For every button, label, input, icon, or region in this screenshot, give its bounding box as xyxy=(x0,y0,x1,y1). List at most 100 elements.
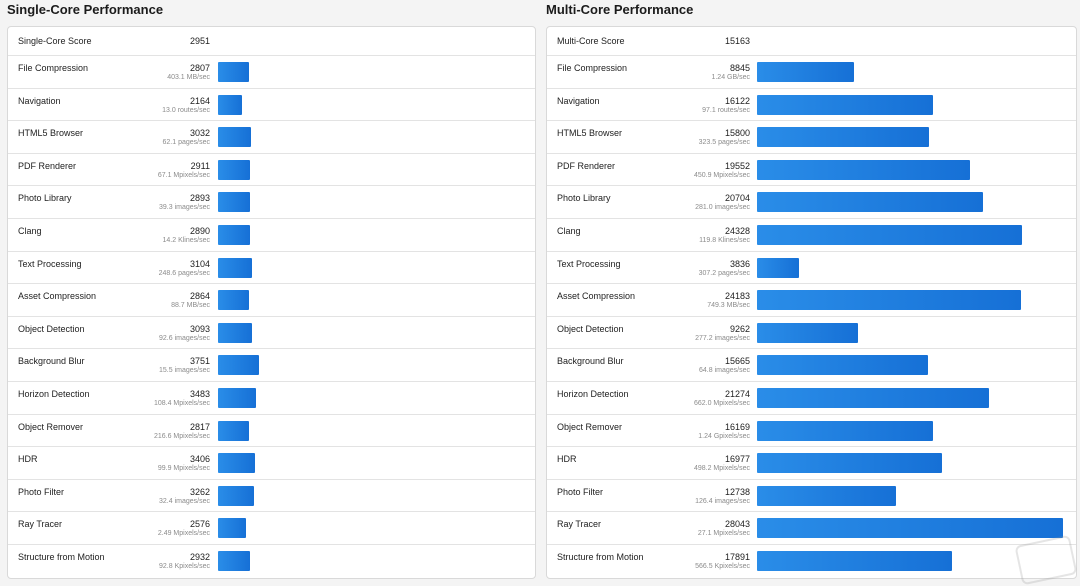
score-bar xyxy=(218,94,242,115)
test-name: Navigation xyxy=(557,95,600,106)
score-bar xyxy=(757,420,934,441)
test-score: 3262 xyxy=(189,486,210,497)
single-core-score-label: Single-Core Score xyxy=(18,36,92,46)
test-name: HDR xyxy=(557,454,577,465)
multi-test-row: PDF Renderer 19552 450.9 Mpixels/sec xyxy=(547,154,1076,187)
score-bar xyxy=(757,224,1023,245)
test-score: 2932 xyxy=(189,551,210,562)
test-score: 3406 xyxy=(189,454,210,465)
test-rate: 566.5 Kpixels/sec xyxy=(695,562,750,570)
score-bar xyxy=(757,550,953,571)
single-test-row: Horizon Detection 3483 108.4 Mpixels/sec xyxy=(8,382,535,415)
test-score: 2893 xyxy=(189,193,210,204)
test-score: 2807 xyxy=(189,63,210,73)
score-bar xyxy=(218,453,256,474)
test-score: 19552 xyxy=(724,160,750,171)
test-rate: 498.2 Mpixels/sec xyxy=(693,465,750,473)
test-name: Structure from Motion xyxy=(557,551,644,562)
test-score: 21274 xyxy=(724,388,750,399)
multi-core-score-value: 15163 xyxy=(724,36,750,46)
score-bar xyxy=(757,387,990,408)
test-score: 3093 xyxy=(189,323,210,334)
multi-test-row: Text Processing 3836 307.2 pages/sec xyxy=(547,252,1076,285)
test-rate: 14.2 Klines/sec xyxy=(162,236,210,244)
test-rate: 281.0 images/sec xyxy=(695,204,750,212)
single-test-row: Structure from Motion 2932 92.8 Kpixels/se… xyxy=(8,545,535,578)
test-name: Object Remover xyxy=(557,421,623,432)
test-rate: 277.2 images/sec xyxy=(695,334,750,342)
test-name: Text Processing xyxy=(18,258,82,269)
test-rate: 32.4 images/sec xyxy=(159,497,210,505)
multi-core-score-row: Multi-Core Score 15163 xyxy=(547,27,1076,56)
test-name: PDF Renderer xyxy=(18,160,77,171)
test-score: 3104 xyxy=(189,258,210,269)
test-score: 2164 xyxy=(189,95,210,106)
single-test-row: Clang 2890 14.2 Klines/sec xyxy=(8,219,535,252)
score-bar xyxy=(218,127,252,148)
single-test-row: Object Detection 3093 92.6 images/sec xyxy=(8,317,535,350)
test-name: Photo Library xyxy=(557,193,611,204)
test-score: 24328 xyxy=(724,225,750,236)
test-name: Ray Tracer xyxy=(557,519,602,530)
score-bar xyxy=(218,485,254,506)
multi-test-row: HTML5 Browser 15800 323.5 pages/sec xyxy=(547,121,1076,154)
test-rate: 450.9 Mpixels/sec xyxy=(693,171,750,179)
test-rate: 67.1 Mpixels/sec xyxy=(157,171,210,179)
single-core-panel: Single-Core Performance Single-Core Scor… xyxy=(7,0,536,579)
test-rate: 39.3 images/sec xyxy=(159,204,210,212)
test-score: 15800 xyxy=(724,128,750,139)
single-core-title: Single-Core Performance xyxy=(7,2,164,17)
test-rate: 126.4 images/sec xyxy=(695,497,750,505)
test-name: Horizon Detection xyxy=(18,388,90,399)
test-rate: 108.4 Mpixels/sec xyxy=(153,399,210,407)
test-rate: 92.6 images/sec xyxy=(159,334,210,342)
single-test-row: Object Remover 2817 216.6 Mpixels/sec xyxy=(8,415,535,448)
multi-test-row: Asset Compression 24183 749.3 MB/sec xyxy=(547,284,1076,317)
score-bar xyxy=(757,94,933,115)
multi-test-row: Structure from Motion 17891 566.5 Kpixels/… xyxy=(547,545,1076,578)
single-core-card: Single-Core Score 2951 File Compression 2… xyxy=(7,26,536,579)
test-rate: 2.49 Mpixels/sec xyxy=(157,530,210,538)
test-score: 15665 xyxy=(724,356,750,367)
test-name: Photo Library xyxy=(18,193,72,204)
test-score: 12738 xyxy=(724,486,750,497)
test-name: Object Detection xyxy=(557,323,624,334)
test-name: PDF Renderer xyxy=(557,160,616,171)
single-test-row: Photo Filter 3262 32.4 images/sec xyxy=(8,480,535,513)
test-rate: 216.6 Mpixels/sec xyxy=(153,432,210,440)
single-core-score-value: 2951 xyxy=(189,36,210,46)
test-rate: 1.24 Gpixels/sec xyxy=(698,432,750,440)
multi-test-row: Clang 24328 119.8 Klines/sec xyxy=(547,219,1076,252)
test-rate: 92.8 Kpixels/sec xyxy=(159,562,210,570)
test-score: 3032 xyxy=(189,128,210,139)
score-bar xyxy=(757,518,1063,539)
test-score: 2911 xyxy=(190,160,210,171)
score-bar xyxy=(757,192,983,213)
score-bar xyxy=(218,550,250,571)
test-rate: 15.5 images/sec xyxy=(159,367,210,375)
score-bar xyxy=(757,485,896,506)
single-test-row: HDR 3406 99.9 Mpixels/sec xyxy=(8,447,535,480)
multi-test-row: Object Detection 9262 277.2 images/sec xyxy=(547,317,1076,350)
test-name: Clang xyxy=(18,225,42,236)
test-rate: 1.24 GB/sec xyxy=(711,74,750,81)
score-bar xyxy=(757,159,971,180)
multi-test-row: Navigation 16122 97.1 routes/sec xyxy=(547,89,1076,122)
multi-test-row: Ray Tracer 28043 27.1 Mpixels/sec xyxy=(547,512,1076,545)
single-test-row: Navigation 2164 13.0 routes/sec xyxy=(8,89,535,122)
single-test-row: Background Blur 3751 15.5 images/sec xyxy=(8,349,535,382)
multi-core-title: Multi-Core Performance xyxy=(546,2,694,17)
score-bar xyxy=(757,453,943,474)
score-bar xyxy=(218,257,252,278)
test-name: Structure from Motion xyxy=(18,551,105,562)
multi-test-row: Background Blur 15665 64.8 images/sec xyxy=(547,349,1076,382)
multi-test-row: Object Remover 16169 1.24 Gpixels/sec xyxy=(547,415,1076,448)
multi-test-row: Photo Filter 12738 126.4 images/sec xyxy=(547,480,1076,513)
test-rate: 307.2 pages/sec xyxy=(698,269,750,277)
single-test-row: Asset Compression 2864 88.7 MB/sec xyxy=(8,284,535,317)
multi-test-row: Photo Library 20704 281.0 images/sec xyxy=(547,186,1076,219)
test-score: 16122 xyxy=(724,95,750,106)
test-rate: 88.7 MB/sec xyxy=(171,302,210,310)
test-rate: 13.0 routes/sec xyxy=(162,106,210,114)
test-score: 2864 xyxy=(189,291,210,302)
